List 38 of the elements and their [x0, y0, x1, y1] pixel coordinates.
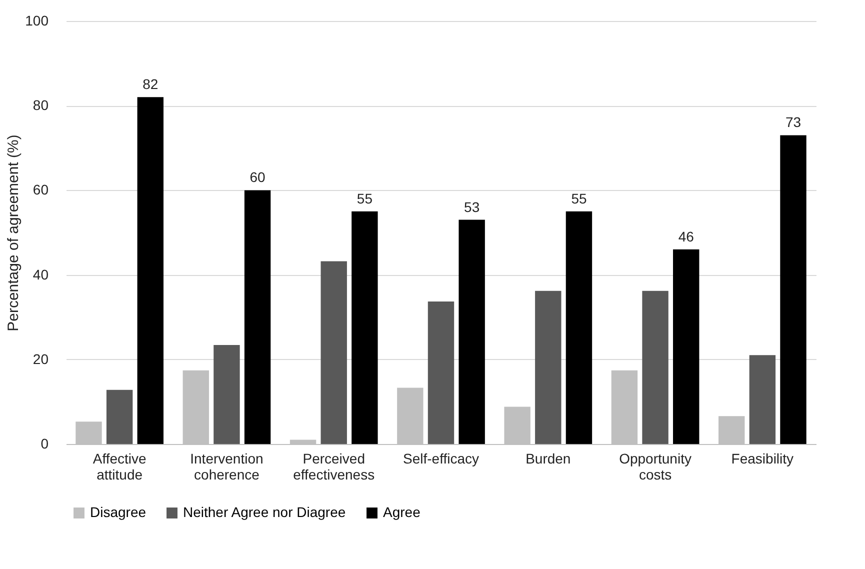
y-tick-label: 60	[32, 182, 49, 198]
y-tick-label: 100	[25, 12, 49, 28]
data-label: 53	[464, 198, 480, 215]
legend-label: Neither Agree nor Diagree	[183, 504, 346, 520]
x-tick-label: Affective attitude	[92, 450, 147, 482]
x-tick-label: Self-efficacy	[403, 450, 479, 466]
bar	[642, 290, 668, 444]
bar	[673, 249, 700, 444]
bar	[106, 390, 133, 444]
data-label: 46	[678, 228, 694, 244]
bar	[535, 290, 562, 444]
bar	[780, 135, 806, 444]
x-tick-label: Burden	[526, 450, 571, 466]
data-label: 55	[356, 190, 373, 206]
data-label: 82	[142, 76, 158, 92]
y-tick-label: 80	[32, 97, 49, 114]
x-tick-label: Perceived effectiveness	[293, 450, 375, 482]
data-label: 55	[571, 190, 587, 206]
y-tick-label: 40	[32, 266, 49, 282]
data-label: 73	[785, 114, 802, 130]
x-tick-label: Feasibility	[731, 450, 794, 466]
bar	[320, 261, 347, 444]
x-tick-label: Opportunity costs	[619, 450, 692, 482]
legend-label: Disagree	[90, 504, 146, 520]
y-tick-label: 0	[40, 436, 49, 452]
bar	[352, 211, 378, 444]
bar	[749, 355, 776, 444]
bar	[137, 97, 164, 444]
data-label: 60	[250, 169, 266, 186]
y-tick-label: 20	[32, 350, 49, 367]
x-tick-label: Intervention coherence	[190, 450, 264, 482]
bar	[214, 345, 240, 444]
bar	[428, 301, 454, 444]
bar	[244, 190, 271, 444]
bar	[458, 220, 485, 444]
y-axis-title: Percentage of agreement (%)	[5, 134, 22, 332]
bar	[566, 211, 592, 444]
legend-label: Agree	[383, 504, 421, 520]
